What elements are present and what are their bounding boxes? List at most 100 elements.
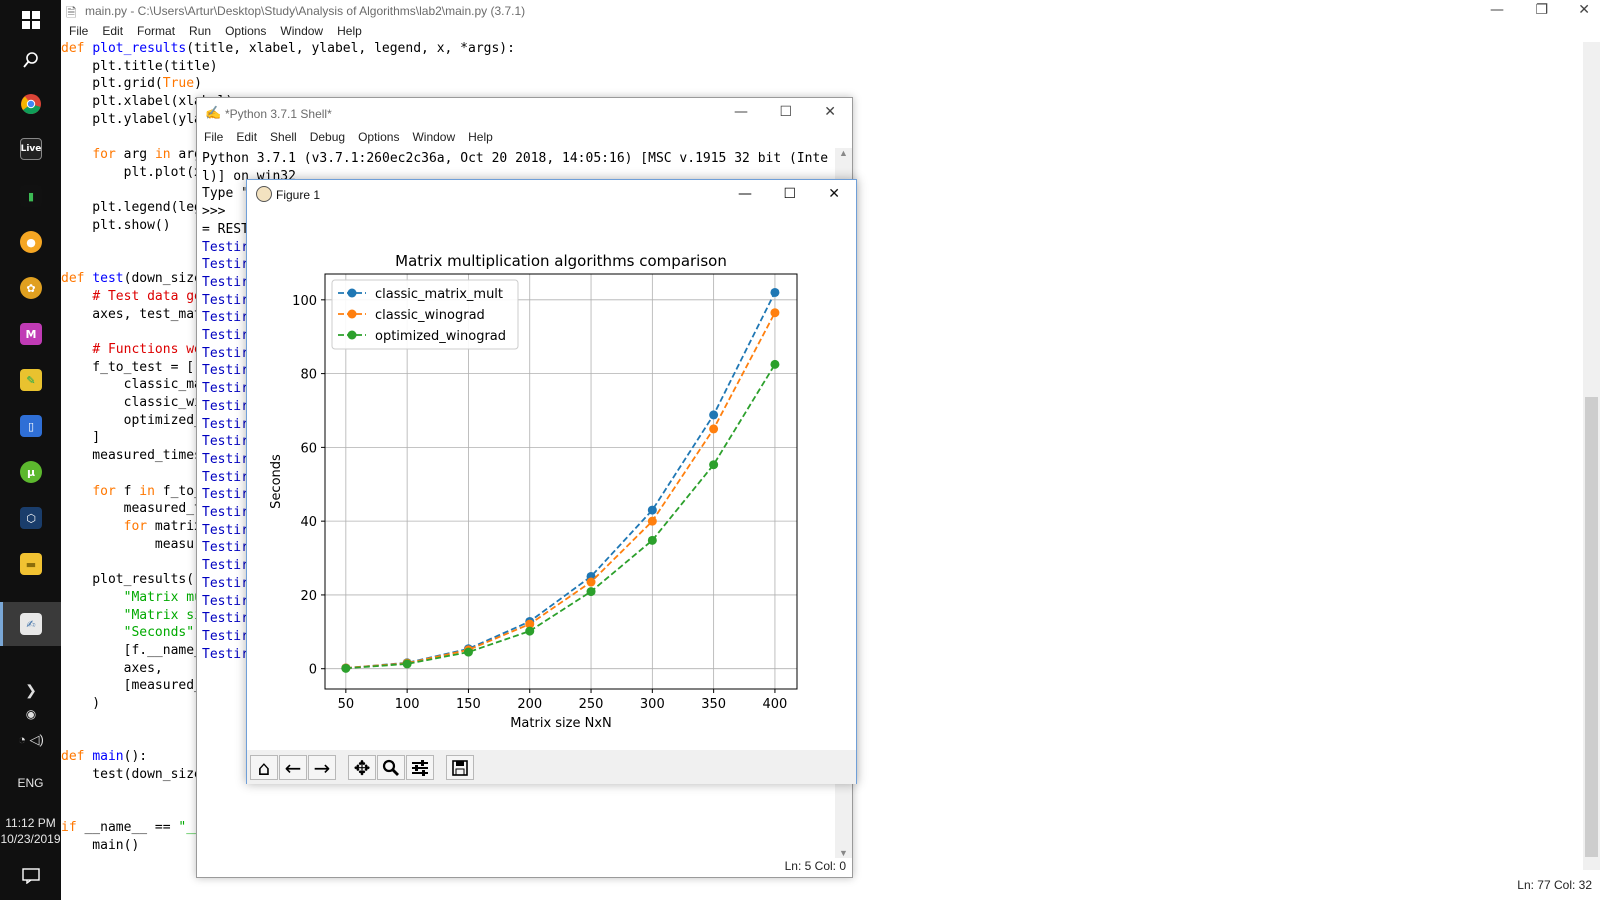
clock-date[interactable]: 10/23/2019 bbox=[0, 832, 61, 846]
tools-icon[interactable]: ✎ bbox=[13, 362, 49, 398]
editor-menu-bar: File Edit Format Run Options Window Help bbox=[61, 24, 368, 42]
editor-title-bar[interactable]: 🗎 main.py - C:\Users\Artur\Desktop\Study… bbox=[61, 0, 1600, 24]
data-point-classic_winograd bbox=[770, 308, 780, 318]
series-line-optimized_winograd bbox=[345, 363, 776, 670]
shell-prompt: >>> bbox=[202, 204, 226, 220]
editor-title: main.py - C:\Users\Artur\Desktop\Study\A… bbox=[85, 4, 526, 18]
shell-menu-window[interactable]: Window bbox=[412, 130, 456, 144]
series-line-classic_winograd bbox=[345, 312, 776, 669]
windows-start-icon[interactable] bbox=[13, 2, 49, 38]
data-point-classic_winograd bbox=[647, 516, 657, 526]
data-point-optimized_winograd bbox=[770, 359, 780, 369]
home-icon[interactable]: ⌂ bbox=[250, 755, 278, 780]
language-indicator[interactable]: ENG bbox=[17, 776, 44, 790]
series-line-classic_matrix_mult bbox=[345, 291, 776, 669]
menu-window[interactable]: Window bbox=[280, 24, 324, 38]
configure-subplots-icon[interactable] bbox=[406, 755, 434, 780]
python-idle-icon[interactable]: ✍ bbox=[13, 606, 49, 642]
legend-marker-classic_matrix_mult bbox=[347, 288, 357, 298]
figure-title-bar[interactable]: Figure 1 — ☐ ✕ bbox=[247, 180, 856, 210]
x-axis-label: Matrix size NxN bbox=[510, 716, 612, 731]
stats-icon[interactable]: ▮ bbox=[13, 178, 49, 214]
shell-menu-options[interactable]: Options bbox=[358, 130, 400, 144]
x-tick-label: 400 bbox=[763, 697, 788, 712]
back-arrow-icon[interactable]: ← bbox=[279, 755, 307, 780]
scroll-down-icon[interactable]: ▼ bbox=[839, 848, 848, 858]
x-tick-label: 300 bbox=[640, 697, 665, 712]
data-point-classic_matrix_mult bbox=[709, 410, 719, 420]
data-point-classic_winograd bbox=[586, 577, 596, 587]
chart-title: Matrix multiplication algorithms compari… bbox=[395, 252, 727, 270]
shell-close-icon[interactable]: ✕ bbox=[824, 104, 836, 120]
x-tick-label: 150 bbox=[456, 697, 481, 712]
legend-marker-optimized_winograd bbox=[347, 330, 357, 340]
menu-run[interactable]: Run bbox=[189, 24, 212, 38]
menu-options[interactable]: Options bbox=[225, 24, 267, 38]
data-point-optimized_winograd bbox=[586, 587, 596, 597]
m-app-icon[interactable]: M bbox=[13, 316, 49, 352]
y-tick-label: 100 bbox=[292, 294, 317, 309]
windows-taskbar: Live ▮ ● ✿ M ✎ ▯ µ ⬡ ▬ ✍ ❯ ◉ ◔ ◁) ENG 11… bbox=[0, 0, 61, 900]
scroll-up-icon[interactable]: ▲ bbox=[839, 148, 848, 158]
show-hidden-icons-chevron-icon[interactable]: ❯ bbox=[25, 681, 37, 698]
forward-arrow-icon[interactable]: → bbox=[308, 755, 336, 780]
figure-minimize-icon[interactable]: — bbox=[738, 186, 752, 202]
data-point-optimized_winograd bbox=[402, 659, 412, 669]
fl-studio-icon[interactable]: ✿ bbox=[13, 270, 49, 306]
shell-header-line: Python 3.7.1 (v3.7.1:260ec2c36a, Oct 20 … bbox=[202, 151, 829, 166]
shell-status: Ln: 5 Col: 0 bbox=[784, 859, 846, 873]
zoom-icon[interactable] bbox=[377, 755, 405, 780]
shell-menu-edit[interactable]: Edit bbox=[236, 130, 258, 144]
save-icon[interactable] bbox=[446, 755, 474, 780]
data-point-classic_matrix_mult bbox=[770, 287, 780, 297]
restore-icon[interactable]: ❐ bbox=[1535, 2, 1548, 18]
figure-maximize-icon[interactable]: ☐ bbox=[783, 186, 796, 202]
shell-menu-shell[interactable]: Shell bbox=[270, 130, 297, 144]
shell-maximize-icon[interactable]: ☐ bbox=[779, 104, 792, 120]
tray-chrome-icon[interactable]: ◉ bbox=[25, 707, 37, 721]
action-center-icon[interactable] bbox=[13, 858, 49, 894]
chrome-icon[interactable] bbox=[13, 86, 49, 122]
close-icon[interactable]: ✕ bbox=[1578, 2, 1590, 18]
legend-label-classic_winograd: classic_winograd bbox=[375, 308, 485, 323]
menu-file[interactable]: File bbox=[69, 24, 89, 38]
virtualbox-icon[interactable]: ⬡ bbox=[13, 500, 49, 536]
book-icon[interactable]: ▯ bbox=[13, 408, 49, 444]
shell-menu-debug[interactable]: Debug bbox=[309, 130, 346, 144]
gamepad-icon[interactable]: ● bbox=[13, 224, 49, 260]
x-tick-label: 100 bbox=[395, 697, 420, 712]
wifi-volume-icon[interactable]: ◔ ◁) bbox=[18, 732, 44, 747]
minimize-icon[interactable]: — bbox=[1490, 2, 1504, 18]
utorrent-icon[interactable]: µ bbox=[13, 454, 49, 490]
menu-edit[interactable]: Edit bbox=[102, 24, 124, 38]
search-icon[interactable] bbox=[13, 42, 49, 78]
shell-title-bar[interactable]: ✍ *Python 3.7.1 Shell* — ☐ ✕ bbox=[197, 98, 852, 128]
menu-format[interactable]: Format bbox=[137, 24, 176, 38]
y-tick-label: 20 bbox=[300, 589, 317, 604]
shell-menu-bar: File Edit Shell Debug Options Window Help bbox=[197, 130, 499, 144]
y-tick-label: 60 bbox=[300, 441, 317, 456]
idle-shell-icon: ✍ bbox=[205, 105, 222, 120]
pan-icon[interactable]: ✥ bbox=[348, 755, 376, 780]
shell-minimize-icon[interactable]: — bbox=[734, 104, 748, 120]
shell-menu-help[interactable]: Help bbox=[468, 130, 493, 144]
shell-line: = REST bbox=[202, 221, 249, 237]
figure-close-icon[interactable]: ✕ bbox=[828, 186, 840, 202]
idle-file-icon: 🗎 bbox=[66, 5, 77, 20]
y-axis-label: Seconds bbox=[269, 454, 284, 509]
legend-label-classic_matrix_mult: classic_matrix_mult bbox=[375, 287, 503, 302]
shell-menu-file[interactable]: File bbox=[204, 130, 224, 144]
data-point-classic_winograd bbox=[525, 619, 535, 629]
y-tick-label: 0 bbox=[309, 663, 317, 678]
editor-scrollbar-thumb[interactable] bbox=[1585, 397, 1598, 857]
folder-icon[interactable]: ▬ bbox=[13, 546, 49, 582]
shell-line: Type " bbox=[202, 186, 249, 202]
legend-label-optimized_winograd: optimized_winograd bbox=[375, 329, 506, 344]
clock-time[interactable]: 11:12 PM bbox=[5, 816, 56, 830]
matplotlib-icon bbox=[256, 186, 272, 202]
plot-frame bbox=[324, 273, 798, 690]
ableton-live-icon[interactable]: Live bbox=[13, 131, 49, 167]
editor-scrollbar[interactable] bbox=[1583, 42, 1600, 870]
shell-output[interactable]: Python 3.7.1 (v3.7.1:260ec2c36a, Oct 20 … bbox=[202, 150, 828, 663]
menu-help[interactable]: Help bbox=[337, 24, 362, 38]
